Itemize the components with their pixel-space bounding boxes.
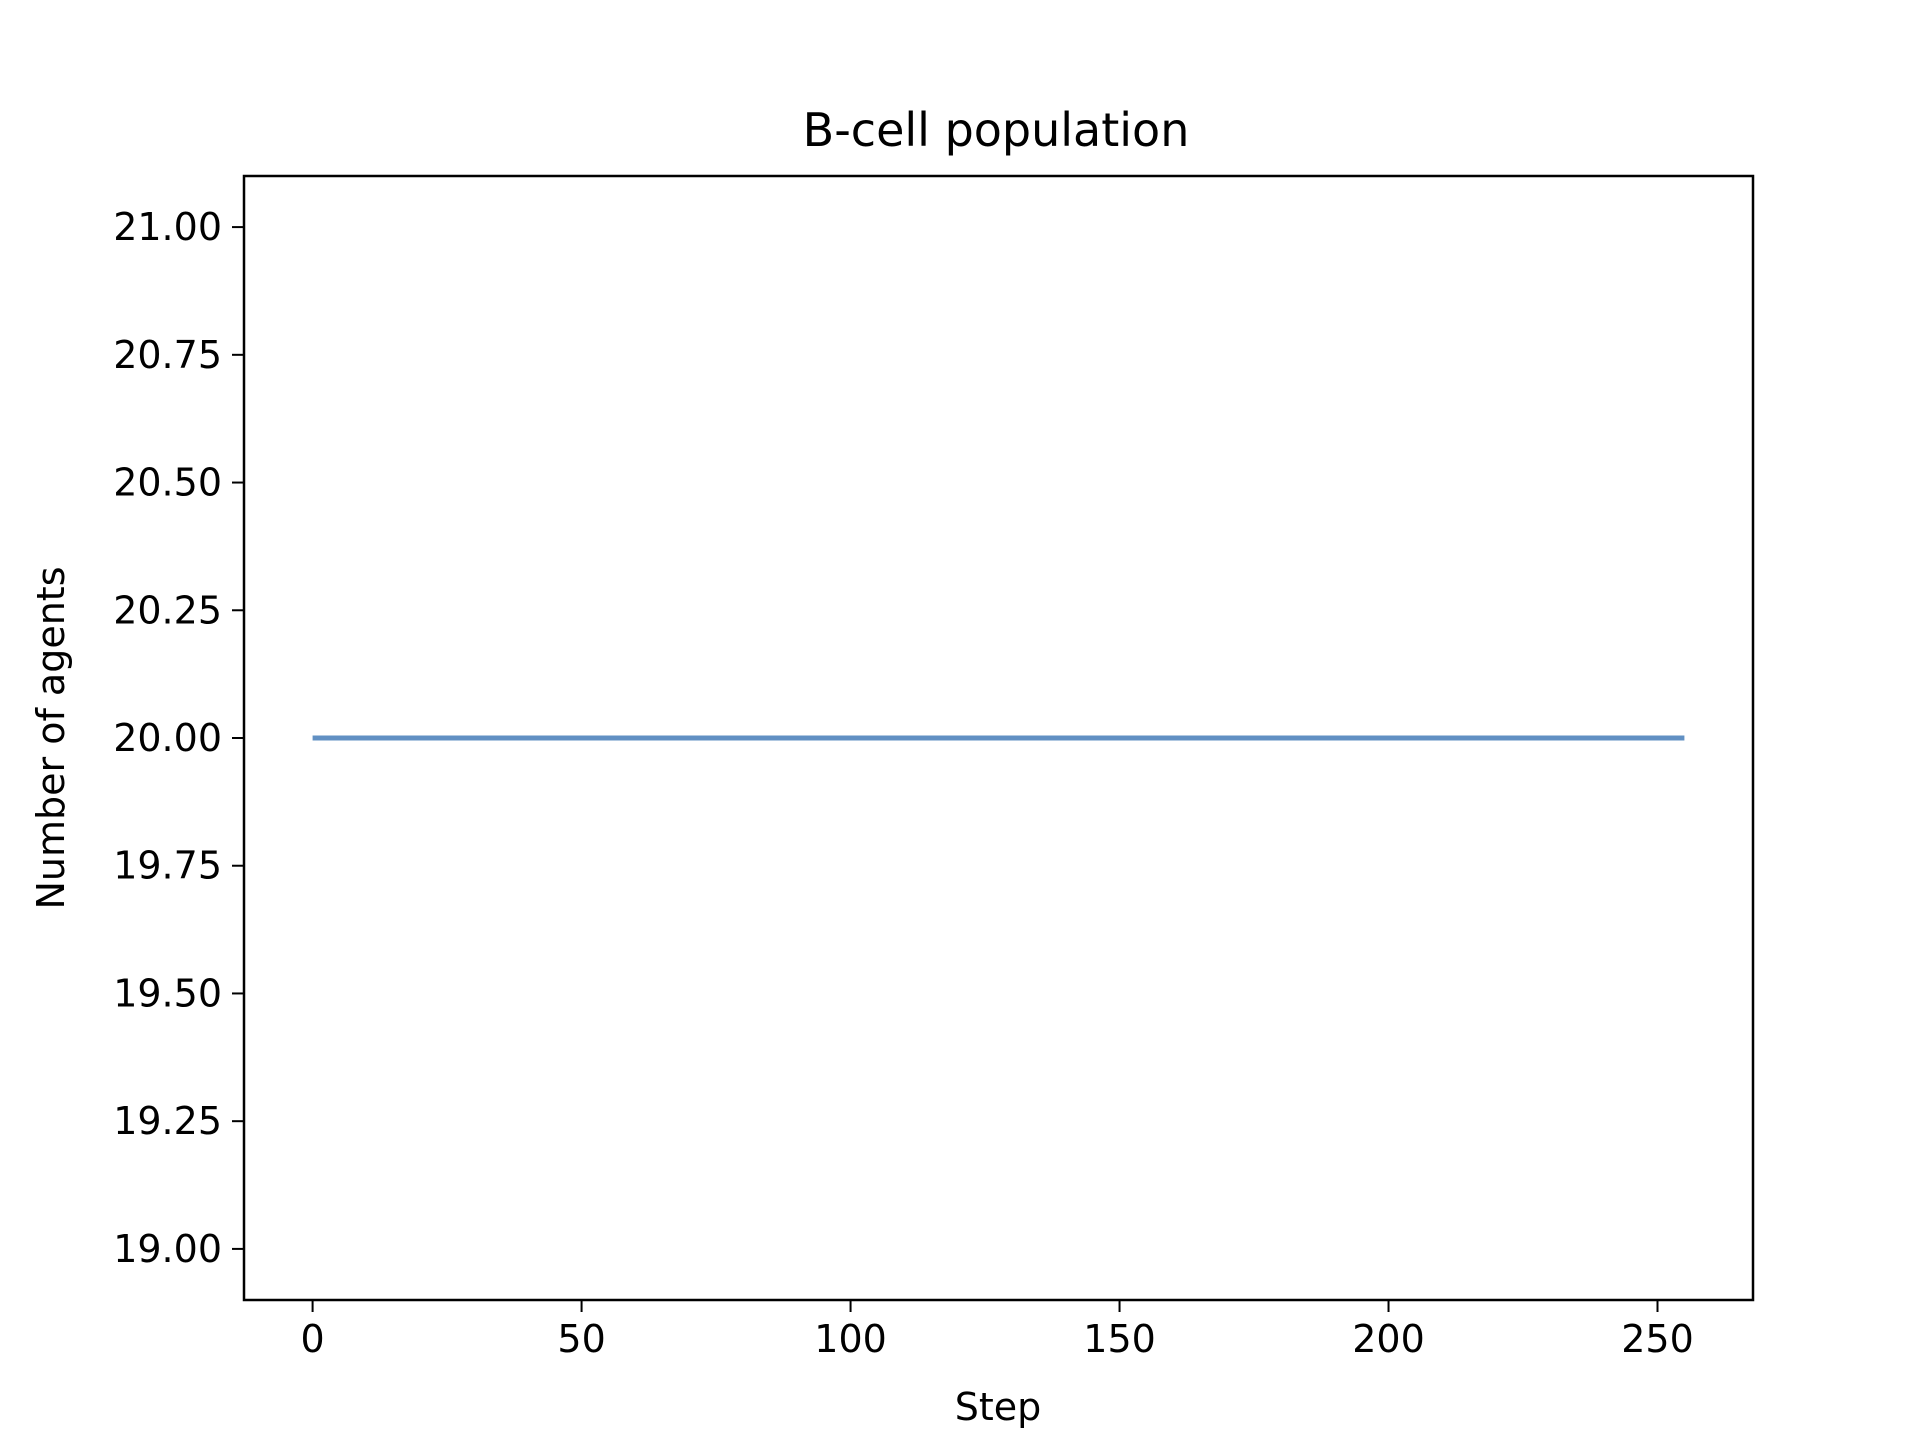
y-axis-ticks: 19.00 19.25 19.50 19.75 20.00 20.25 20.50 20.75… <box>113 205 244 1271</box>
y-tick-label: 21.00 <box>113 205 222 249</box>
y-tick-label: 19.50 <box>113 971 222 1015</box>
chart-title: B-cell population <box>803 103 1190 157</box>
y-axis-label: Number of agents <box>29 566 73 909</box>
x-tick-label: 100 <box>814 1317 887 1361</box>
x-tick-label: 50 <box>557 1317 605 1361</box>
x-axis-ticks: 0 50 100 150 200 250 <box>300 1300 1694 1361</box>
x-tick-label: 150 <box>1083 1317 1156 1361</box>
x-tick-label: 200 <box>1352 1317 1425 1361</box>
y-tick-label: 20.00 <box>113 716 222 760</box>
x-tick-label: 250 <box>1621 1317 1694 1361</box>
y-tick-label: 19.00 <box>113 1227 222 1271</box>
y-tick-label: 19.75 <box>113 844 222 888</box>
x-axis-label: Step <box>955 1385 1042 1429</box>
x-tick-label: 0 <box>300 1317 324 1361</box>
y-tick-label: 20.75 <box>113 333 222 377</box>
y-tick-label: 20.50 <box>113 461 222 505</box>
y-tick-label: 20.25 <box>113 588 222 632</box>
y-tick-label: 19.25 <box>113 1099 222 1143</box>
